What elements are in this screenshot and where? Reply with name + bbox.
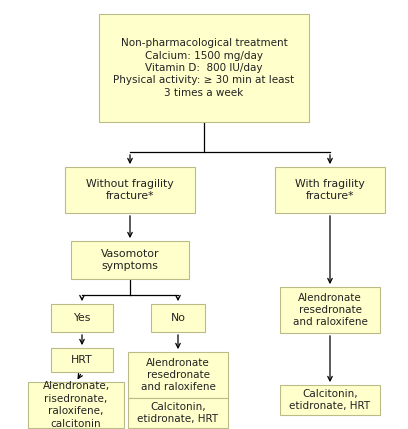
- Text: HRT: HRT: [71, 355, 93, 365]
- Text: Alendronate,
risedronate,
raloxifene,
calcitonin: Alendronate, risedronate, raloxifene, ca…: [42, 381, 110, 429]
- Text: Alendronate
resedronate
and raloxifene: Alendronate resedronate and raloxifene: [141, 358, 215, 393]
- FancyBboxPatch shape: [128, 398, 228, 428]
- FancyBboxPatch shape: [280, 287, 380, 333]
- FancyBboxPatch shape: [28, 382, 124, 428]
- Text: Calcitonin,
etidronate, HRT: Calcitonin, etidronate, HRT: [289, 389, 370, 411]
- Text: Calcitonin,
etidronate, HRT: Calcitonin, etidronate, HRT: [137, 402, 219, 424]
- FancyBboxPatch shape: [99, 14, 309, 122]
- Text: With fragility
fracture*: With fragility fracture*: [295, 179, 365, 201]
- FancyBboxPatch shape: [51, 304, 113, 332]
- FancyBboxPatch shape: [65, 167, 195, 213]
- Text: Non-pharmacological treatment
Calcium: 1500 mg/day
Vitamin D:  800 IU/day
Physic: Non-pharmacological treatment Calcium: 1…: [113, 38, 295, 98]
- FancyBboxPatch shape: [275, 167, 385, 213]
- FancyBboxPatch shape: [280, 385, 380, 415]
- FancyBboxPatch shape: [51, 348, 113, 372]
- FancyBboxPatch shape: [151, 304, 205, 332]
- Text: Without fragility
fracture*: Without fragility fracture*: [86, 179, 174, 201]
- FancyBboxPatch shape: [71, 241, 189, 279]
- Text: No: No: [171, 313, 186, 323]
- Text: Yes: Yes: [73, 313, 91, 323]
- FancyBboxPatch shape: [128, 352, 228, 398]
- Text: Vasomotor
symptoms: Vasomotor symptoms: [101, 249, 159, 271]
- Text: Alendronate
resedronate
and raloxifene: Alendronate resedronate and raloxifene: [293, 293, 368, 327]
